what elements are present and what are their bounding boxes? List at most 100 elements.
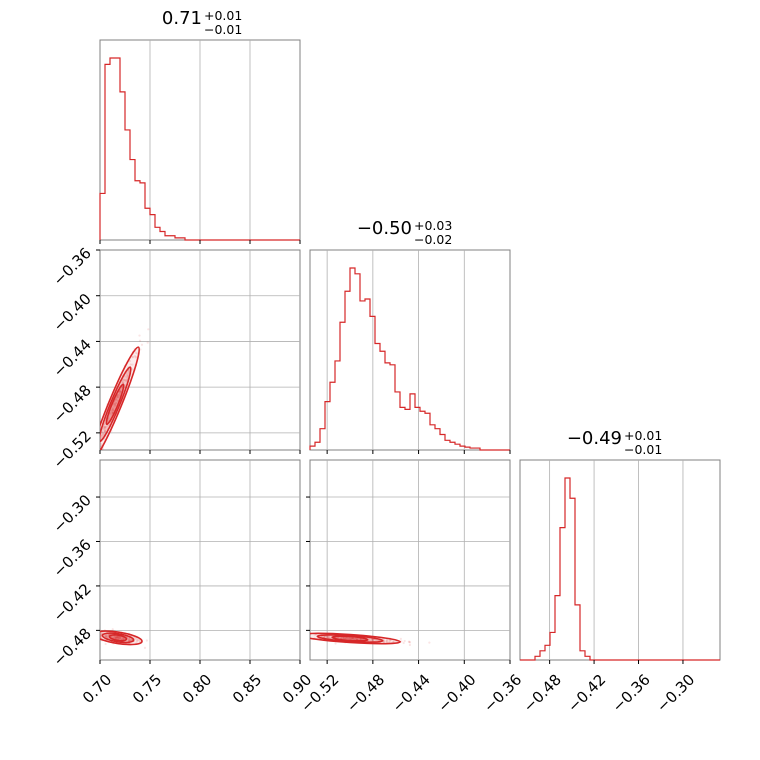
- sample-point: [134, 356, 137, 359]
- y-tick-label: −0.40: [50, 290, 95, 335]
- sample-point: [119, 636, 122, 639]
- sample-point: [138, 339, 142, 342]
- sample-point: [116, 636, 119, 639]
- sample-point: [125, 371, 128, 375]
- sample-point: [351, 637, 354, 640]
- sample-point: [111, 628, 114, 631]
- sample-point: [117, 637, 120, 640]
- sample-point: [306, 637, 308, 639]
- sample-point: [104, 430, 107, 433]
- sample-point: [114, 636, 117, 639]
- sample-point: [114, 636, 117, 639]
- contour-level-1: [310, 632, 402, 645]
- sample-point: [385, 640, 389, 644]
- sample-point: [128, 638, 132, 642]
- x-tick-label: 0.75: [129, 671, 165, 707]
- title-value: 0.71: [162, 8, 202, 29]
- contour-level-1: [100, 346, 141, 450]
- sample-point: [117, 635, 121, 638]
- contour-level-2: [100, 366, 132, 443]
- sample-point: [117, 635, 120, 639]
- sample-point: [122, 378, 125, 381]
- sample-point: [118, 392, 122, 395]
- contour-level-3: [105, 383, 125, 426]
- contour-level-3: [108, 634, 128, 642]
- y-tick-label: −0.42: [50, 580, 95, 625]
- sample-point: [355, 638, 359, 641]
- title-upper-error: +0.03: [414, 218, 452, 233]
- x-tick-label: −0.44: [389, 671, 434, 716]
- sample-point: [103, 426, 106, 430]
- sample-point: [131, 356, 134, 359]
- sample-point: [107, 636, 110, 639]
- histogram-panel-p1: [309, 249, 511, 451]
- sample-point: [119, 636, 122, 640]
- sample-point: [343, 637, 346, 640]
- sample-point: [391, 640, 395, 643]
- x-tick-label: −0.42: [564, 671, 609, 716]
- sample-point: [116, 635, 119, 639]
- sample-point: [124, 379, 127, 382]
- sample-point: [113, 404, 117, 407]
- sample-point: [111, 407, 114, 410]
- sample-point: [302, 634, 304, 636]
- sample-point: [371, 639, 374, 642]
- sample-point: [352, 637, 355, 640]
- sample-point: [125, 378, 128, 381]
- sample-point: [354, 637, 357, 641]
- x-tick-label: −0.36: [609, 671, 654, 716]
- sample-point: [346, 636, 349, 640]
- density-0-1: [100, 328, 150, 450]
- sample-point: [392, 640, 395, 644]
- sample-point: [131, 363, 134, 366]
- sample-point: [116, 636, 119, 639]
- sample-point: [386, 638, 389, 641]
- sample-point: [128, 637, 131, 640]
- sample-point: [112, 409, 115, 412]
- sample-point: [348, 636, 351, 640]
- sample-point: [399, 637, 402, 641]
- sample-point: [327, 636, 330, 639]
- sample-point: [113, 402, 116, 406]
- sample-point: [111, 409, 114, 412]
- sample-point: [103, 429, 106, 433]
- sample-point: [111, 407, 115, 411]
- sample-point: [102, 433, 105, 436]
- sample-point: [100, 431, 104, 434]
- sample-point: [370, 638, 373, 641]
- sample-point: [117, 635, 120, 638]
- sample-point: [115, 396, 118, 399]
- sample-point: [122, 637, 125, 640]
- sample-point: [104, 635, 107, 638]
- sample-point: [117, 636, 120, 639]
- panel-title-p0: 0.71 +0.01−0.01: [162, 8, 242, 37]
- sample-point: [100, 633, 102, 636]
- sample-point: [100, 634, 102, 637]
- sample-point: [106, 635, 109, 638]
- sample-point: [369, 639, 372, 642]
- sample-point: [100, 632, 103, 635]
- sample-point: [118, 389, 122, 392]
- sample-point: [119, 390, 122, 393]
- sample-point: [107, 633, 110, 637]
- sample-point: [350, 636, 353, 640]
- sample-point: [129, 639, 132, 642]
- y-tick-label: −0.36: [50, 244, 95, 289]
- sample-point: [385, 640, 388, 643]
- sample-point: [122, 637, 125, 640]
- sample-point: [342, 636, 345, 640]
- sample-point: [134, 637, 137, 641]
- sample-point: [126, 373, 129, 377]
- sample-point: [103, 426, 106, 429]
- sample-point: [100, 634, 102, 637]
- histogram-panel-p2: [519, 459, 721, 661]
- sample-point: [353, 637, 356, 640]
- sample-point: [100, 635, 102, 638]
- sample-point: [357, 637, 360, 640]
- sample-point: [325, 635, 328, 639]
- sample-point: [125, 375, 128, 379]
- sample-point: [327, 635, 330, 639]
- sample-point: [301, 636, 303, 638]
- sample-point: [100, 633, 102, 636]
- sample-point: [347, 637, 350, 641]
